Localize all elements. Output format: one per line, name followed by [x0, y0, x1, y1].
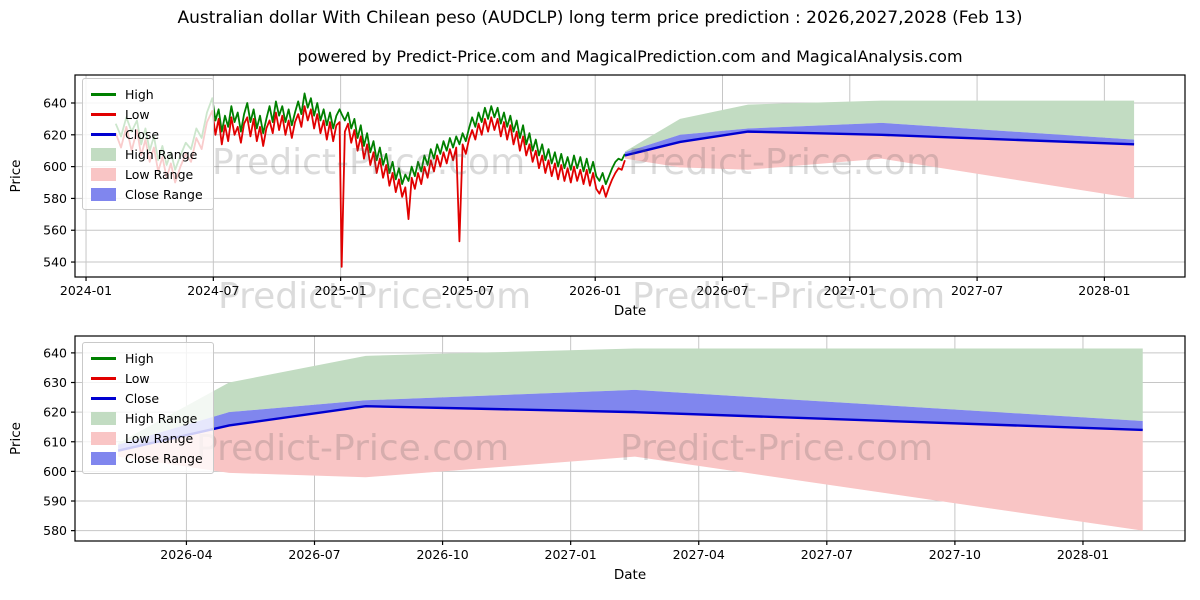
- svg-text:2026-04: 2026-04: [160, 547, 212, 562]
- legend-bottom-chart: High Low Close High Range Low Range Close Ran…: [82, 342, 214, 474]
- legend-item-high-range: High Range: [91, 408, 203, 428]
- legend-label: Low: [125, 370, 150, 386]
- high-range-band: [624, 100, 1135, 153]
- low-range-band: [624, 131, 1135, 199]
- svg-text:2027-01: 2027-01: [545, 547, 597, 562]
- y-axis-label: Price: [8, 160, 24, 193]
- legend-patch-swatch: [91, 431, 116, 445]
- legend-line-swatch: [91, 356, 116, 360]
- svg-text:2026-07: 2026-07: [288, 547, 340, 562]
- legend-item-high: High: [91, 348, 203, 368]
- legend-label: Close: [125, 390, 160, 406]
- legend-item-low-range: Low Range: [91, 164, 203, 184]
- legend-item-low: Low: [91, 104, 203, 124]
- svg-text:610: 610: [43, 434, 67, 449]
- svg-text:590: 590: [43, 494, 67, 509]
- y-axis: 540 560 580 600 620 640: [43, 95, 75, 270]
- svg-text:600: 600: [43, 464, 67, 479]
- svg-text:2028-01: 2028-01: [1057, 547, 1109, 562]
- svg-text:2027-07: 2027-07: [951, 283, 1003, 298]
- legend-item-high: High: [91, 84, 203, 104]
- y-axis-label: Price: [8, 422, 24, 455]
- page-subtitle: powered by Predict-Price.com and Magical…: [297, 47, 963, 66]
- legend-patch-swatch: [91, 187, 116, 201]
- legend-patch-swatch: [91, 411, 116, 425]
- low-range-band: [118, 406, 1143, 531]
- legend-item-close-range: Close Range: [91, 184, 203, 204]
- legend-label: Close Range: [125, 186, 203, 202]
- legend-label: Low Range: [125, 430, 194, 446]
- legend-top-chart: High Low Close High Range Low Range Close Ran…: [82, 78, 214, 210]
- svg-text:620: 620: [43, 405, 67, 420]
- legend-label: High: [125, 86, 154, 102]
- x-axis: 2024-01 2024-07 2025-01 2025-07 2026-01 2026-…: [60, 277, 1130, 298]
- svg-text:2027-04: 2027-04: [673, 547, 725, 562]
- close-range-band: [118, 389, 1143, 451]
- svg-text:580: 580: [43, 191, 67, 206]
- plot-border: [74, 74, 1186, 278]
- svg-text:540: 540: [43, 255, 67, 270]
- svg-text:640: 640: [43, 345, 67, 360]
- legend-item-high-range: High Range: [91, 144, 203, 164]
- svg-text:2028-01: 2028-01: [1078, 283, 1130, 298]
- svg-text:560: 560: [43, 223, 67, 238]
- legend-label: High Range: [125, 410, 198, 426]
- legend-label: Low Range: [125, 166, 194, 182]
- legend-line-swatch: [91, 376, 116, 380]
- svg-text:2027-07: 2027-07: [801, 547, 853, 562]
- history-prediction-chart: 2024-01 2024-07 2025-01 2025-07 2026-01 2026-…: [8, 74, 1186, 319]
- svg-text:2027-10: 2027-10: [929, 547, 981, 562]
- legend-label: Close Range: [125, 450, 203, 466]
- x-axis: 2026-04 2026-07 2026-10 2027-01 2027-04 2027-…: [160, 541, 1109, 562]
- high-line: [114, 92, 626, 186]
- legend-label: High: [125, 350, 154, 366]
- high-range-band: [118, 348, 1143, 445]
- prediction-zoom-chart: 2026-04 2026-07 2026-10 2027-01 2027-04 2027-…: [8, 335, 1186, 583]
- legend-item-low: Low: [91, 368, 203, 388]
- svg-text:600: 600: [43, 159, 67, 174]
- page-title: Australian dollar With Chilean peso (AUD…: [177, 8, 1023, 28]
- x-axis-label: Date: [614, 303, 646, 319]
- legend-item-close: Close: [91, 388, 203, 408]
- legend-line-swatch: [91, 396, 116, 400]
- legend-line-swatch: [91, 112, 116, 116]
- legend-patch-swatch: [91, 451, 116, 465]
- legend-line-swatch: [91, 92, 116, 96]
- svg-text:2026-10: 2026-10: [416, 547, 468, 562]
- low-line: [114, 105, 626, 268]
- svg-text:2024-01: 2024-01: [60, 283, 112, 298]
- svg-text:630: 630: [43, 375, 67, 390]
- svg-text:2024-07: 2024-07: [187, 283, 239, 298]
- legend-item-low-range: Low Range: [91, 428, 203, 448]
- legend-label: Low: [125, 106, 150, 122]
- close-line: [624, 130, 1135, 157]
- legend-patch-swatch: [91, 147, 116, 161]
- legend-patch-swatch: [91, 167, 116, 181]
- y-axis: 580 590 600 610 620 630 640: [43, 345, 75, 538]
- svg-text:620: 620: [43, 127, 67, 142]
- x-axis-label: Date: [614, 567, 646, 583]
- svg-text:2025-07: 2025-07: [442, 283, 494, 298]
- legend-item-close-range: Close Range: [91, 448, 203, 468]
- svg-text:640: 640: [43, 95, 67, 110]
- plot-border: [74, 335, 1186, 542]
- svg-text:2026-01: 2026-01: [569, 283, 621, 298]
- svg-text:2027-01: 2027-01: [824, 283, 876, 298]
- svg-text:580: 580: [43, 523, 67, 538]
- legend-label: Close: [125, 126, 160, 142]
- legend-item-close: Close: [91, 124, 203, 144]
- legend-label: High Range: [125, 146, 198, 162]
- legend-line-swatch: [91, 132, 116, 136]
- svg-text:2026-07: 2026-07: [696, 283, 748, 298]
- svg-text:2025-01: 2025-01: [315, 283, 367, 298]
